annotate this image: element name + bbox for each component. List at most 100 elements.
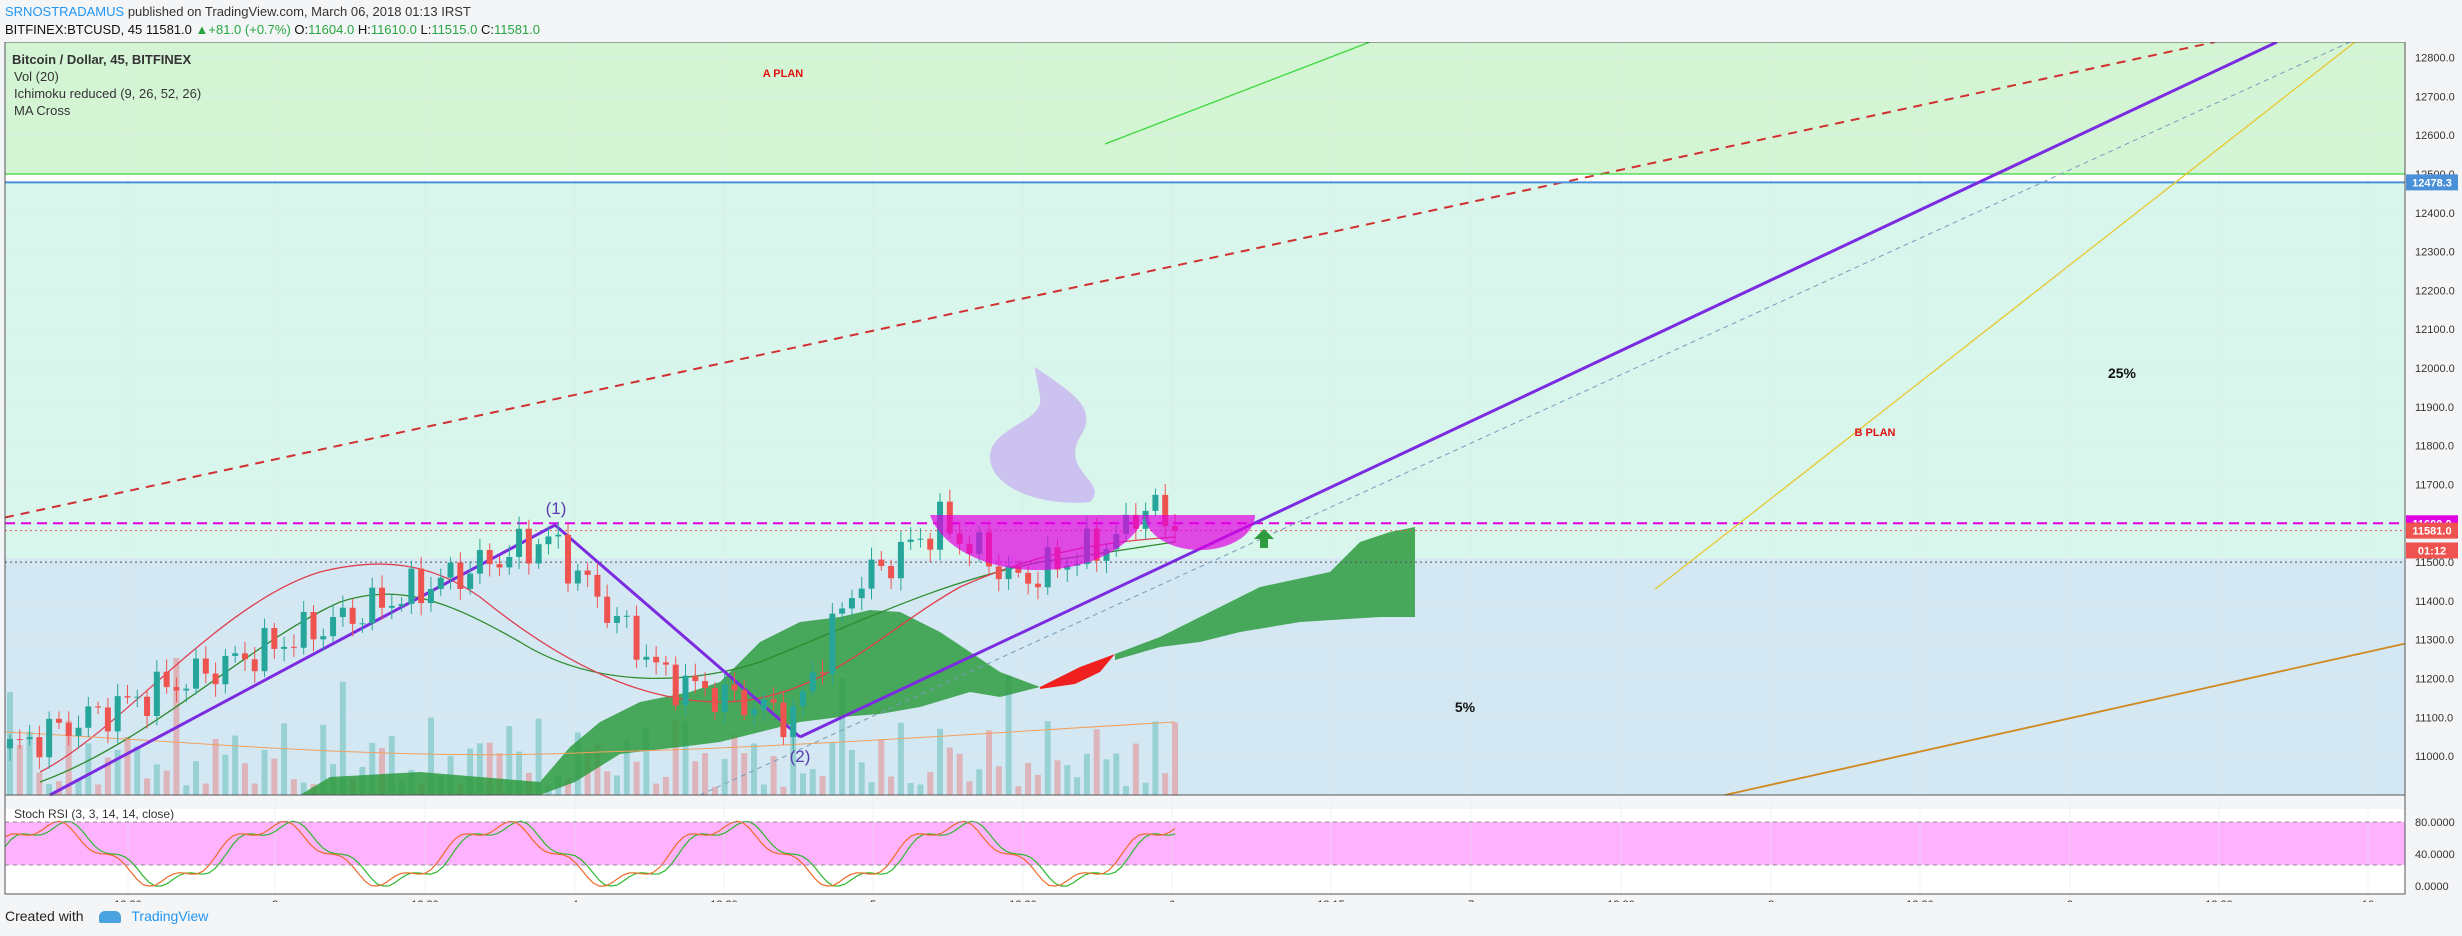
candle-body (839, 608, 846, 614)
ichimoku-cloud-future (1115, 527, 1415, 660)
volume-bar (1113, 753, 1120, 795)
up-arrow-icon (1254, 529, 1274, 548)
price-tick-label: 12200.0 (2415, 285, 2455, 297)
candle-body (819, 672, 826, 674)
wave-1-2-path (49, 523, 801, 797)
volume-bar (760, 784, 767, 795)
volume-bar (613, 775, 620, 795)
wave-1-label: (1) (546, 499, 567, 518)
volume-bar (241, 763, 248, 795)
volume-bar (271, 758, 278, 795)
publish-line: SRNOSTRADAMUS published on TradingView.c… (5, 4, 471, 19)
volume-bar (985, 730, 992, 795)
volume-bar (956, 753, 963, 795)
volume-bar (202, 783, 209, 795)
candle-body (751, 709, 758, 716)
volume-bar (320, 724, 327, 795)
tradingview-link[interactable]: TradingView (131, 908, 209, 924)
candle-body (251, 659, 258, 672)
price-label-text: 12478.3 (2412, 177, 2452, 189)
volume-bar (966, 781, 973, 795)
candle-body (868, 559, 875, 589)
volume-bar (1103, 759, 1110, 795)
candle-body (320, 636, 327, 640)
candle-body (379, 587, 386, 608)
b-plan-label: B PLAN (1855, 427, 1896, 439)
high-label: H: (357, 22, 371, 37)
x-tick-label: 12:30 (710, 899, 738, 902)
x-tick-label: 10 (2362, 899, 2374, 902)
candle-body (1034, 583, 1041, 588)
candle-body (16, 739, 23, 741)
volume-bar (976, 769, 983, 795)
price-tick-label: 11500.0 (2415, 557, 2454, 569)
volume-bar (75, 778, 82, 795)
candle-body (46, 718, 53, 758)
orange-trendline (1724, 642, 2406, 796)
candle-body (55, 718, 62, 723)
volume-bar (1044, 721, 1051, 795)
price-tick-label: 12600.0 (2415, 130, 2455, 142)
price-chart[interactable]: A PLAN B PLAN 25% 5% (1) (2) 12:30 3 12:30 4 12:3… (0, 42, 2462, 902)
candle-body (1025, 572, 1032, 584)
open-value: 11604.0 (308, 22, 355, 37)
volume-bar (868, 782, 875, 795)
header: SRNOSTRADAMUS published on TradingView.c… (0, 0, 2462, 42)
volume-bar (848, 749, 855, 795)
volume-bar (623, 739, 630, 795)
tradingview-logo-icon (99, 911, 122, 924)
price-tick-label: 11900.0 (2415, 402, 2454, 414)
candle-body (476, 549, 483, 574)
candle-body (829, 613, 836, 674)
volume-bar (1093, 729, 1100, 795)
volume-bar (1152, 721, 1159, 795)
candle-body (300, 612, 307, 648)
volume-bar (193, 761, 200, 795)
x-tick-label: 12:30 (411, 899, 439, 902)
price-tick-label: 11800.0 (2415, 441, 2454, 453)
price-tick-label: 11000.0 (2415, 751, 2454, 763)
author-link[interactable]: SRNOSTRADAMUS (5, 4, 125, 19)
volume-bar (1025, 762, 1032, 795)
price-tick-label: 11100.0 (2415, 712, 2453, 724)
candle-body (643, 656, 650, 660)
candle-body (672, 664, 679, 706)
volume-bar (917, 784, 924, 795)
candle-body (613, 616, 620, 623)
volume-bar (290, 779, 297, 795)
candle-body (1152, 494, 1159, 511)
volume-bar (124, 736, 131, 795)
price-tick-label: 11200.0 (2415, 674, 2454, 686)
cup-shape (930, 515, 1145, 571)
volume-bar (1034, 774, 1041, 795)
candle-body (173, 687, 180, 691)
stoch-tick-label: 40.0000 (2415, 849, 2455, 861)
candle-body (7, 739, 13, 749)
volume-bar (85, 743, 92, 795)
close-label: C: (480, 22, 494, 37)
volume-bar (281, 723, 288, 795)
volume-bar (46, 784, 53, 795)
candle-body (134, 696, 141, 698)
volume-bar (819, 776, 826, 795)
price-tick-label: 11400.0 (2415, 596, 2454, 608)
stoch-band (5, 822, 2405, 865)
percent-5-label: 5% (1455, 699, 1476, 715)
volume-bar (1162, 773, 1169, 795)
price-label-box (2406, 174, 2458, 191)
candle-body (809, 672, 816, 692)
volume-bar (702, 753, 709, 795)
volume-bar (711, 786, 718, 795)
candle-body (711, 688, 718, 712)
low-value: 11515.0 (431, 22, 478, 37)
volume-bar (1005, 675, 1012, 795)
candle-body (124, 696, 131, 698)
volume-bar (1074, 777, 1081, 795)
candle-body (760, 699, 767, 710)
candle-body (330, 617, 337, 637)
candle-body (369, 587, 376, 624)
volume-bar (251, 783, 258, 795)
candle-body (790, 706, 797, 738)
price-tick-label: 11300.0 (2415, 635, 2454, 647)
x-tick-label: 9 (2067, 899, 2073, 902)
